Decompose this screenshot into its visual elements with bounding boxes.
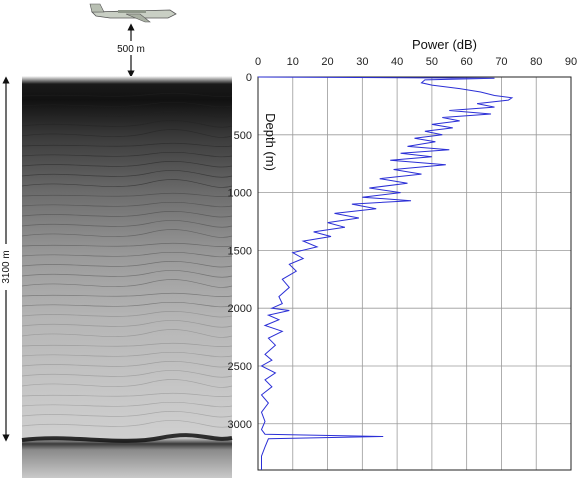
radargram-layer [21, 229, 233, 238]
y-tick-label: 2500 [228, 361, 252, 373]
power-depth-chart: 0 10 20 30 40 50 60 70 80 90 0 500 1000 1500 2000 2500… [228, 37, 577, 471]
x-tick-label: 60 [461, 56, 473, 68]
y-tick-label: 0 [246, 72, 252, 84]
y-tick-label: 1000 [228, 188, 252, 200]
radargram-layer [21, 142, 233, 147]
altitude-label: 500 m [117, 44, 145, 55]
x-tick-label: 40 [391, 56, 403, 68]
x-tick-label: 0 [255, 56, 261, 68]
radargram-layer [21, 279, 233, 288]
x-axis-title: Power (dB) [412, 37, 477, 52]
series-line-power [257, 76, 514, 470]
radargram-layer [21, 292, 233, 297]
radargram-layer [21, 179, 233, 188]
radargram-layer [21, 361, 233, 368]
radargram-layer [21, 242, 233, 247]
radargram-layer [21, 301, 233, 308]
radargram-layer [21, 420, 233, 428]
radargram-layer [21, 342, 233, 347]
radargram-layer [21, 201, 233, 208]
radargram-layer [21, 351, 233, 358]
y-tick-label: 3000 [228, 419, 252, 431]
radargram-layer [21, 251, 233, 258]
grid [258, 77, 571, 470]
x-tick-label: 90 [565, 56, 577, 68]
radargram-layer [21, 270, 233, 278]
radargram-layer [21, 192, 233, 197]
radargram-layer [21, 392, 233, 397]
radargram-layer [21, 92, 233, 97]
radargram-layer [21, 129, 233, 138]
radargram-layer [21, 101, 233, 108]
x-tick-labels: 0 10 20 30 40 50 60 70 80 90 [255, 56, 577, 68]
ice-thickness-label: 3100 m [1, 250, 12, 283]
radargram-layer [21, 401, 233, 408]
y-axis-title: Depth (m) [263, 113, 278, 171]
x-tick-label: 50 [426, 56, 438, 68]
radargram-layer [21, 220, 233, 228]
x-tick-label: 70 [495, 56, 507, 68]
radargram-layer [21, 161, 233, 168]
x-tick-label: 20 [321, 56, 333, 68]
y-tick-labels: 0 500 1000 1500 2000 2500 3000 [228, 72, 252, 431]
airplane-icon [89, 3, 177, 23]
radargram-layer [21, 329, 233, 338]
radargram-layer [21, 411, 233, 418]
x-tick-label: 10 [287, 56, 299, 68]
radargram-layer [21, 211, 233, 218]
radargram-layer [21, 370, 233, 378]
radargram-layer [21, 151, 233, 158]
plot-frame [257, 76, 572, 471]
y-tick-label: 500 [234, 130, 252, 142]
radargram-layer [21, 379, 233, 388]
radargram [21, 76, 233, 478]
radargram-layer [21, 120, 233, 128]
radargram-layer [21, 311, 233, 318]
y-tick-label: 1500 [228, 245, 252, 257]
x-tick-label: 30 [356, 56, 368, 68]
radargram-layer [21, 320, 233, 328]
radargram-layer [21, 111, 233, 118]
radargram-layer [21, 170, 233, 178]
bedrock-reflection [21, 433, 233, 443]
x-tick-label: 80 [530, 56, 542, 68]
y-tick-label: 2000 [228, 303, 252, 315]
radargram-layer [21, 261, 233, 268]
